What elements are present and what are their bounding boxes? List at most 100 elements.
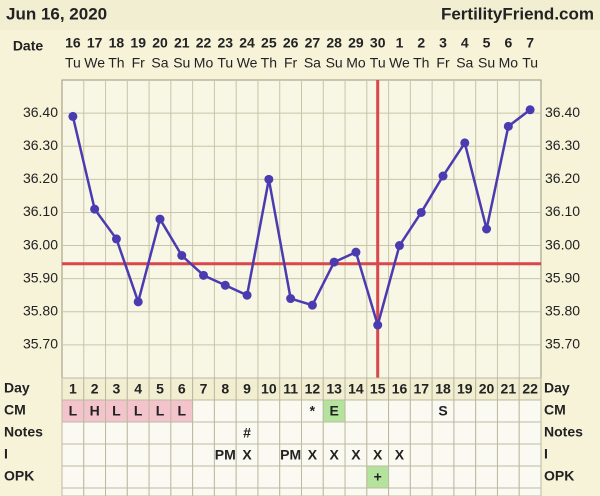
line-segment — [71, 116, 96, 210]
table-cell-cut — [213, 487, 237, 496]
table-cell — [453, 399, 477, 423]
cell-text: 7 — [200, 381, 208, 397]
table-cell — [431, 421, 455, 445]
line-segment — [245, 179, 271, 296]
table-cell — [453, 443, 477, 467]
table-cell — [475, 443, 498, 467]
date-label: 3 — [439, 35, 447, 51]
date-label: 4 — [461, 35, 469, 51]
row-label-right: Notes — [544, 424, 583, 440]
point — [177, 250, 187, 260]
weekday-label: Mo — [194, 55, 214, 71]
table-cell — [496, 399, 520, 423]
date-label: 23 — [218, 35, 234, 51]
table-cell — [475, 399, 498, 423]
date-label: 25 — [261, 35, 277, 51]
table-cell — [213, 399, 237, 423]
cell-text: PM — [280, 447, 301, 463]
table-cell-cut — [344, 487, 368, 496]
table-cell — [170, 421, 194, 445]
table-cell-cut — [148, 487, 172, 496]
table-cell — [301, 465, 324, 489]
table-cell-cut — [388, 487, 411, 496]
point — [111, 234, 121, 244]
cell-text: 10 — [261, 381, 277, 397]
table-cell — [518, 443, 542, 467]
table-cell-cut — [431, 487, 455, 496]
table-cell — [301, 421, 324, 445]
date-label: 16 — [65, 35, 81, 51]
y-tick-label-right: 35.90 — [545, 269, 580, 285]
table-cell — [409, 421, 433, 445]
table-cell — [170, 443, 194, 467]
cell-text: 12 — [305, 381, 321, 397]
point — [525, 105, 535, 115]
point — [199, 270, 209, 280]
weekday-label: We — [237, 55, 258, 71]
y-tick-label: 36.00 — [23, 236, 58, 252]
row-label-right: CM — [544, 402, 566, 418]
cell-text: 3 — [113, 381, 121, 397]
table-cell-cut — [61, 487, 85, 496]
table-cell-cut — [83, 487, 107, 496]
cell-text: L — [69, 403, 78, 419]
line-segment — [158, 218, 183, 257]
y-tick-label: 36.30 — [23, 137, 58, 153]
point — [351, 247, 361, 257]
table-cell-cut — [366, 487, 390, 496]
row-label-right: OPK — [544, 468, 574, 484]
table-cell — [213, 421, 237, 445]
weekday-label: Sa — [151, 55, 168, 71]
table-cell — [388, 465, 411, 489]
weekday-label: Su — [326, 55, 343, 71]
table-cell-cut — [235, 487, 259, 496]
y-tick-label: 36.20 — [23, 170, 58, 186]
cell-text: 20 — [479, 381, 495, 397]
table-cell — [279, 399, 302, 423]
header-bar — [0, 0, 600, 30]
table-cell — [61, 465, 85, 489]
cell-text: L — [156, 403, 165, 419]
y-tick-label-right: 36.30 — [545, 137, 580, 153]
cell-text: H — [90, 403, 100, 419]
weekday-label: Sa — [304, 55, 321, 71]
y-tick-label: 36.40 — [23, 104, 58, 120]
table-cell — [431, 443, 455, 467]
point — [220, 280, 230, 290]
point — [394, 241, 404, 251]
row-label: CM — [4, 402, 26, 418]
table-cell — [61, 421, 85, 445]
table-cell — [126, 421, 150, 445]
weekday-label: Su — [478, 55, 495, 71]
row-label-right: Day — [544, 380, 570, 396]
date-label: 7 — [526, 35, 534, 51]
point — [133, 297, 143, 307]
table-cell-cut — [105, 487, 128, 496]
y-tick-label: 35.80 — [23, 302, 58, 318]
point — [438, 171, 448, 181]
date-label: 1 — [396, 35, 404, 51]
weekday-label: Mo — [499, 55, 519, 71]
cell-text: 14 — [348, 381, 364, 397]
line-segment — [311, 261, 336, 306]
date-label: 17 — [87, 35, 103, 51]
row-label: OPK — [4, 468, 34, 484]
cell-text: 21 — [501, 381, 517, 397]
point — [329, 257, 339, 267]
cell-text: 8 — [221, 381, 229, 397]
table-cell-cut — [126, 487, 150, 496]
table-cell — [279, 421, 302, 445]
date-label: 24 — [239, 35, 255, 51]
cell-text: L — [134, 403, 143, 419]
weekday-label: Fr — [284, 55, 298, 71]
table-cell — [192, 421, 215, 445]
weekday-label: We — [84, 55, 105, 71]
y-tick-label-right: 35.80 — [545, 302, 580, 318]
date-label: 26 — [283, 35, 299, 51]
table-cell — [148, 465, 172, 489]
y-tick-label-right: 36.00 — [545, 236, 580, 252]
table-cell — [496, 421, 520, 445]
date-label: 18 — [109, 35, 125, 51]
table-cell — [518, 465, 542, 489]
row-label: I — [4, 446, 8, 462]
